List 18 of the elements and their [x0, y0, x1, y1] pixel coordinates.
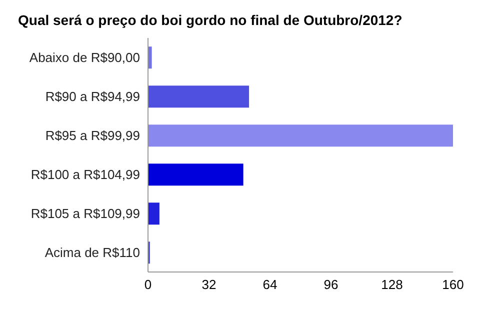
chart-title: Qual será o preço do boi gordo no final de Outubro/2012? — [18, 12, 404, 30]
y-tick-label: R$90 a R$94,99 — [45, 89, 140, 104]
x-tick-label: 96 — [324, 277, 338, 292]
x-tick-label: 0 — [144, 277, 152, 292]
x-tick-label: 160 — [442, 277, 464, 292]
y-tick-label: Acima de R$110 — [44, 245, 140, 260]
bar — [148, 86, 250, 108]
bar — [148, 46, 152, 69]
y-tick-label: R$105 a R$109,99 — [30, 206, 140, 222]
x-tick-label: 64 — [262, 277, 278, 292]
y-tick-label: R$100 a R$104,99 — [30, 167, 140, 182]
y-tick-label: Abaixo de R$90,00 — [29, 50, 140, 66]
x-tick-label: 32 — [202, 277, 216, 292]
x-tick-label: 128 — [381, 277, 403, 292]
bar — [148, 124, 453, 147]
bar — [148, 164, 244, 186]
bar — [148, 202, 160, 225]
y-tick-label: R$95 a R$99,99 — [45, 128, 140, 144]
